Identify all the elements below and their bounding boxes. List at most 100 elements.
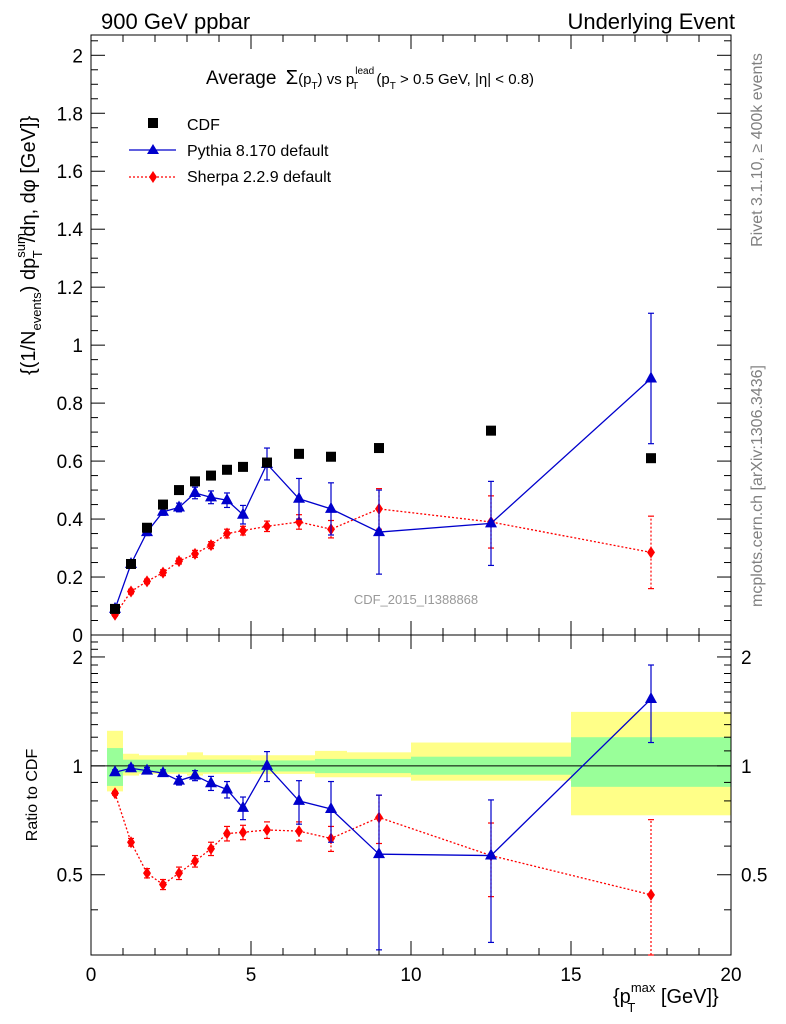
header-right: Underlying Event [567,9,735,34]
sherpa-point [159,566,167,579]
analysis-watermark: CDF_2015_I1388868 [354,592,478,607]
main-y-tick-label: 0.8 [57,394,83,415]
sherpa-ratio-point [111,787,119,800]
legend-cdf-label: CDF [187,117,220,134]
legend-sherpa-label: Sherpa 2.2.9 default [187,169,332,186]
sherpa-ratio-point [175,867,183,880]
cdf-point [326,451,336,462]
pythia-ratio-point [293,793,305,805]
sherpa-ratio-point [647,888,655,901]
sherpa-ratio-point [239,826,247,839]
sherpa-point [175,555,183,568]
cdf-point [262,457,272,468]
pythia-ratio-point [157,766,169,778]
sherpa-ratio-point [263,823,271,836]
cdf-point [142,522,152,533]
cdf-point [238,461,248,472]
ratio-y-tick-label: 0.5 [57,866,83,887]
pythia-ratio-point [261,758,273,770]
main-y-tick-label: 1.8 [57,104,83,125]
pythia-point [173,500,185,512]
rivet-label: Rivet 3.1.10, ≥ 400k events [749,53,766,247]
sherpa-ratio-point [207,842,215,855]
cdf-point [110,603,120,614]
main-y-tick-label: 2 [72,46,83,67]
mcplots-label: mcplots.cern.ch [arXiv:1306.3436] [749,365,766,607]
ratio-y-axis-label: Ratio to CDF [24,749,41,842]
sherpa-ratio-point [295,825,303,838]
main-data-layer [109,312,657,621]
main-y-tick-label: 0 [72,626,83,647]
sherpa-ratio-point [127,836,135,849]
cdf-point [206,470,216,481]
x-tick-label: 20 [720,965,741,986]
ratio-y-tick-label-right: 1 [741,757,752,778]
cdf-point [158,499,168,510]
pythia-point [645,371,657,383]
sherpa-ratio-point [143,867,151,880]
ratio-data-layer [109,664,657,956]
pythia-point [485,516,497,528]
pythia-ratio-point [325,801,337,813]
x-tick-label: 10 [400,965,421,986]
main-y-tick-label: 0.2 [57,568,83,589]
ratio-band-inner [571,737,731,787]
axes: 00.20.40.60.811.21.41.61.820.5 0.51 12 20 5 1… [57,35,767,986]
x-tick-label: 0 [86,965,97,986]
ratio-y-tick-label: 2 [72,648,83,669]
pythia-point [237,507,249,519]
pythia-ratio-point [237,800,249,812]
legend-cdf-marker [148,118,158,128]
pythia-point [205,490,217,502]
pythia-ratio-point [125,761,137,773]
ratio-y-tick-label-right: 0.5 [741,866,767,887]
sherpa-point [223,527,231,540]
pythia-point [373,525,385,537]
pythia-ratio-point [485,848,497,860]
sherpa-ratio-point [223,827,231,840]
pythia-point [325,501,337,513]
cdf-point [294,448,304,459]
cdf-point [174,485,184,496]
x-tick-label: 15 [560,965,581,986]
cdf-point [222,464,232,475]
pythia-ratio-point [645,692,657,704]
legend-sherpa-marker [149,171,157,183]
pythia-ratio-point [189,768,201,780]
sherpa-ratio-point [191,855,199,868]
legend: CDF Pythia 8.170 default Sherpa 2.2.9 de… [129,117,332,186]
sherpa-point [207,539,215,552]
sherpa-ratio-point [159,878,167,891]
cdf-point [486,425,496,436]
pythia-ratio-point [373,847,385,859]
sherpa-point [647,546,655,559]
ratio-y-tick-label-right: 2 [741,648,752,669]
main-y-tick-label: 0.4 [57,510,84,531]
sherpa-point [127,585,135,598]
main-y-tick-label: 1 [72,336,83,357]
pythia-point [189,485,201,497]
sherpa-point [239,524,247,537]
main-y-axis-label: {(1/Nevents) dpsum T/dη, dφ [GeV]} [13,116,45,375]
plot-title: Average Σ(pT) vs plead T (pT > 0.5 GeV, |… [206,66,534,92]
pythia-point [221,493,233,505]
legend-pythia-marker [147,144,159,154]
pythia-ratio-point [221,782,233,794]
cdf-point [646,453,656,464]
x-axis-label: {pmax T [GeV]} [613,980,719,1015]
cdf-point [126,558,136,569]
pythia-ratio-point [141,763,153,775]
ratio-uncertainty-band [91,711,731,816]
legend-pythia-label: Pythia 8.170 default [187,143,329,160]
pythia-ratio-point [205,776,217,788]
main-y-tick-label: 0.6 [57,452,83,473]
sherpa-point [191,547,199,560]
cdf-point [374,443,384,454]
cdf-point [190,476,200,487]
pythia-point [157,504,169,516]
pythia-ratio-point [173,773,185,785]
main-y-tick-label: 1.4 [57,220,84,241]
x-tick-label: 5 [246,965,257,986]
main-y-tick-label: 1.6 [57,162,83,183]
